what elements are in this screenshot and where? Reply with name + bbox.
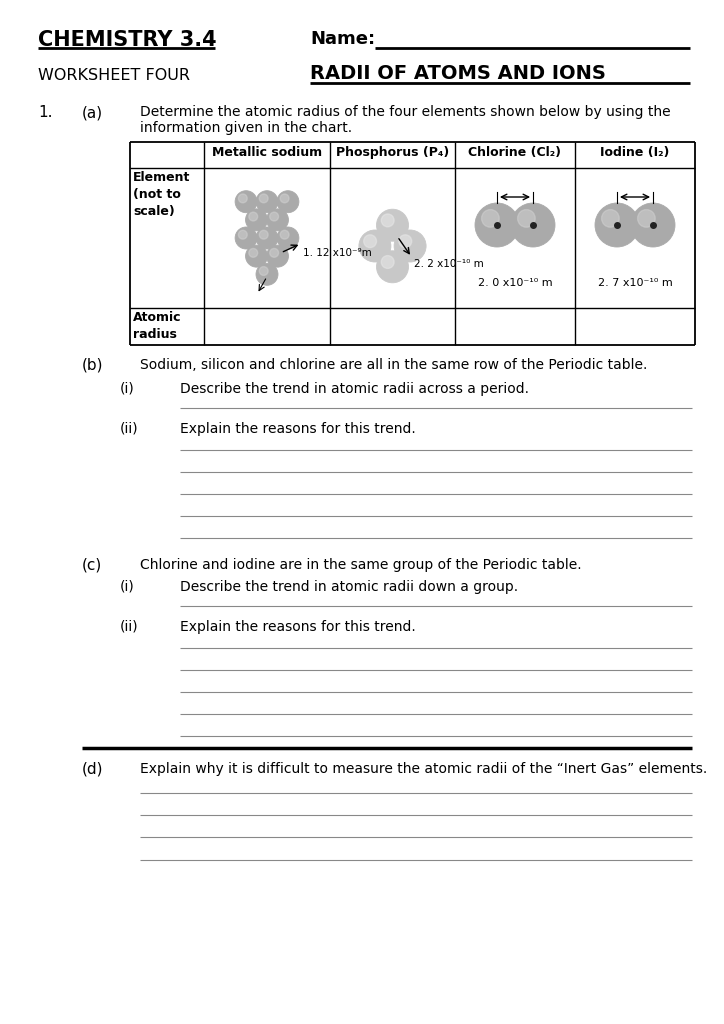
Circle shape <box>238 194 247 203</box>
Circle shape <box>602 210 619 227</box>
Circle shape <box>259 266 268 275</box>
Text: Explain the reasons for this trend.: Explain the reasons for this trend. <box>180 422 416 436</box>
Text: Element
(not to
scale): Element (not to scale) <box>133 171 190 218</box>
Text: 2. 2 x10⁻¹⁰ m: 2. 2 x10⁻¹⁰ m <box>413 259 484 269</box>
Circle shape <box>249 249 258 257</box>
Circle shape <box>359 230 391 262</box>
Circle shape <box>249 212 258 221</box>
Text: 1. 12 x10⁻⁹m: 1. 12 x10⁻⁹m <box>303 248 372 257</box>
Text: (c): (c) <box>82 558 102 573</box>
Text: RADII OF ATOMS AND IONS: RADII OF ATOMS AND IONS <box>310 63 606 83</box>
Circle shape <box>631 203 675 247</box>
Text: (i): (i) <box>120 580 135 594</box>
Circle shape <box>256 263 278 286</box>
Text: 2. 7 x10⁻¹⁰ m: 2. 7 x10⁻¹⁰ m <box>597 278 673 288</box>
Circle shape <box>595 203 639 247</box>
Circle shape <box>638 210 655 227</box>
Circle shape <box>280 194 289 203</box>
Circle shape <box>511 203 555 247</box>
Circle shape <box>382 256 394 268</box>
Text: Atomic
radius: Atomic radius <box>133 311 182 341</box>
Circle shape <box>518 210 535 227</box>
Circle shape <box>245 245 268 267</box>
Text: Chlorine (Cl₂): Chlorine (Cl₂) <box>468 146 562 159</box>
Circle shape <box>376 251 408 283</box>
Circle shape <box>235 190 257 213</box>
Circle shape <box>280 230 289 239</box>
Circle shape <box>277 190 299 213</box>
Text: (d): (d) <box>82 762 104 777</box>
Circle shape <box>475 203 519 247</box>
Text: CHEMISTRY 3.4: CHEMISTRY 3.4 <box>38 30 216 50</box>
Text: 2. 0 x10⁻¹⁰ m: 2. 0 x10⁻¹⁰ m <box>478 278 552 288</box>
Text: (i): (i) <box>120 382 135 396</box>
Circle shape <box>399 234 412 248</box>
Text: (ii): (ii) <box>120 422 138 436</box>
Circle shape <box>481 210 500 227</box>
Text: Name:: Name: <box>310 30 375 48</box>
Circle shape <box>270 249 279 257</box>
Text: WORKSHEET FOUR: WORKSHEET FOUR <box>38 68 190 83</box>
Text: (ii): (ii) <box>120 620 138 634</box>
Circle shape <box>363 234 376 248</box>
Text: (a): (a) <box>82 105 103 120</box>
Circle shape <box>382 214 394 226</box>
Text: Phosphorus (P₄): Phosphorus (P₄) <box>336 146 449 159</box>
Circle shape <box>266 245 288 267</box>
Circle shape <box>277 227 299 249</box>
Circle shape <box>245 209 268 230</box>
Circle shape <box>270 212 279 221</box>
Circle shape <box>394 230 426 262</box>
Text: Explain the reasons for this trend.: Explain the reasons for this trend. <box>180 620 416 634</box>
Text: Explain why it is difficult to measure the atomic radii of the “Inert Gas” eleme: Explain why it is difficult to measure t… <box>140 762 707 776</box>
Text: Sodium, silicon and chlorine are all in the same row of the Periodic table.: Sodium, silicon and chlorine are all in … <box>140 358 647 372</box>
Circle shape <box>256 190 278 213</box>
Text: Iodine (I₂): Iodine (I₂) <box>600 146 670 159</box>
Circle shape <box>259 230 268 239</box>
Circle shape <box>266 209 288 230</box>
Circle shape <box>238 230 247 239</box>
Text: Describe the trend in atomic radii down a group.: Describe the trend in atomic radii down … <box>180 580 518 594</box>
Text: Metallic sodium: Metallic sodium <box>212 146 322 159</box>
Circle shape <box>235 227 257 249</box>
Text: Describe the trend in atomic radii across a period.: Describe the trend in atomic radii acros… <box>180 382 529 396</box>
Circle shape <box>256 227 278 249</box>
Text: Determine the atomic radius of the four elements shown below by using the
inform: Determine the atomic radius of the four … <box>140 105 670 135</box>
Text: Chlorine and iodine are in the same group of the Periodic table.: Chlorine and iodine are in the same grou… <box>140 558 581 572</box>
Circle shape <box>259 194 268 203</box>
Text: 1.: 1. <box>38 105 53 120</box>
Circle shape <box>376 209 408 242</box>
Text: (b): (b) <box>82 358 104 373</box>
